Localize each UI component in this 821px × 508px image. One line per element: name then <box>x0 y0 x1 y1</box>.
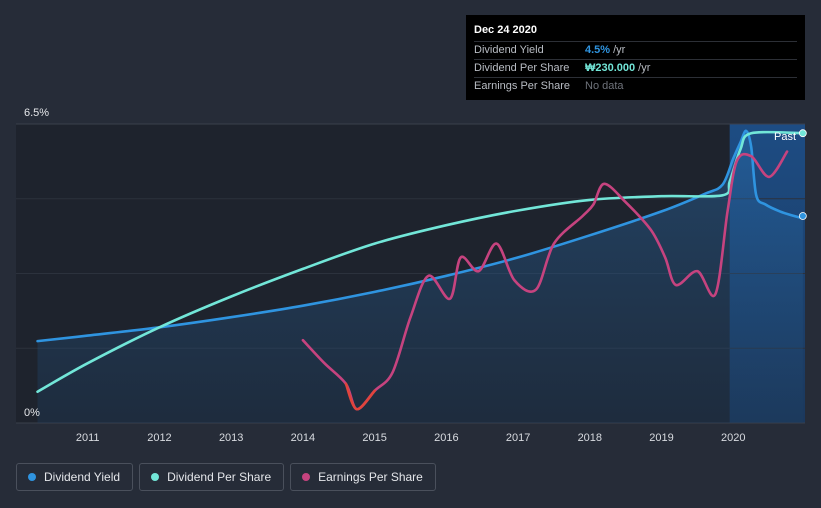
x-tick-label: 2018 <box>578 432 602 444</box>
legend-dot-icon <box>302 473 311 481</box>
tooltip-row-value: 4.5% <box>585 44 611 56</box>
dividend-yield-end-marker <box>798 212 807 220</box>
dividend-yield-area <box>37 130 803 423</box>
legend-item-dividend-per-share[interactable]: Dividend Per Share <box>139 463 285 491</box>
x-tick-label: 2011 <box>76 432 100 444</box>
x-tick-label: 2019 <box>649 432 673 444</box>
x-axis: 2011 2012 2013 2014 2015 2016 2017 2018 2019 2020 <box>76 432 746 444</box>
legend-item-earnings-per-share[interactable]: Earnings Per Share <box>290 463 436 491</box>
x-tick-label: 2012 <box>147 432 171 444</box>
y-axis-top-label: 6.5% <box>24 107 49 119</box>
x-tick-label: 2014 <box>291 432 315 444</box>
chart-legend: Dividend Yield Dividend Per Share Earnin… <box>16 463 436 491</box>
tooltip-row-dividend-per-share: Dividend Per Share ₩230.000 /yr <box>474 59 797 77</box>
tooltip-row-value: No data <box>585 80 624 92</box>
tooltip-row-dividend-yield: Dividend Yield 4.5% /yr <box>474 41 797 59</box>
x-tick-label: 2016 <box>434 432 458 444</box>
y-axis-bottom-label: 0% <box>24 407 40 419</box>
series-layer <box>36 129 807 423</box>
past-label: Past <box>774 131 796 143</box>
legend-item-label: Dividend Per Share <box>167 470 272 484</box>
legend-item-label: Dividend Yield <box>44 470 121 484</box>
x-tick-label: 2017 <box>506 432 530 444</box>
data-tooltip: Dec 24 2020 Dividend Yield 4.5% /yr Divi… <box>466 15 805 100</box>
tooltip-row-label: Dividend Per Share <box>474 62 570 74</box>
x-tick-label: 2020 <box>721 432 745 444</box>
tooltip-row-label: Earnings Per Share <box>474 80 570 92</box>
legend-item-label: Earnings Per Share <box>318 470 423 484</box>
tooltip-date: Dec 24 2020 <box>474 24 537 36</box>
earnings-per-share-negative-segment <box>344 382 376 411</box>
dividend-yield-line <box>36 129 805 343</box>
legend-item-dividend-yield[interactable]: Dividend Yield <box>16 463 134 491</box>
earnings-per-share-line <box>301 150 789 411</box>
dividend-per-share-end-marker <box>798 129 807 138</box>
tooltip-row-value: ₩230.000 <box>585 62 636 74</box>
legend-dot-icon <box>28 473 36 481</box>
tooltip-row-unit: /yr <box>613 44 626 56</box>
tooltip-row-unit: /yr <box>638 62 651 74</box>
tooltip-row-earnings-per-share: Earnings Per Share No data <box>474 77 797 95</box>
tooltip-row-label: Dividend Yield <box>474 44 544 56</box>
x-tick-label: 2013 <box>219 432 243 444</box>
x-tick-label: 2015 <box>362 432 386 444</box>
legend-dot-icon <box>151 473 160 481</box>
